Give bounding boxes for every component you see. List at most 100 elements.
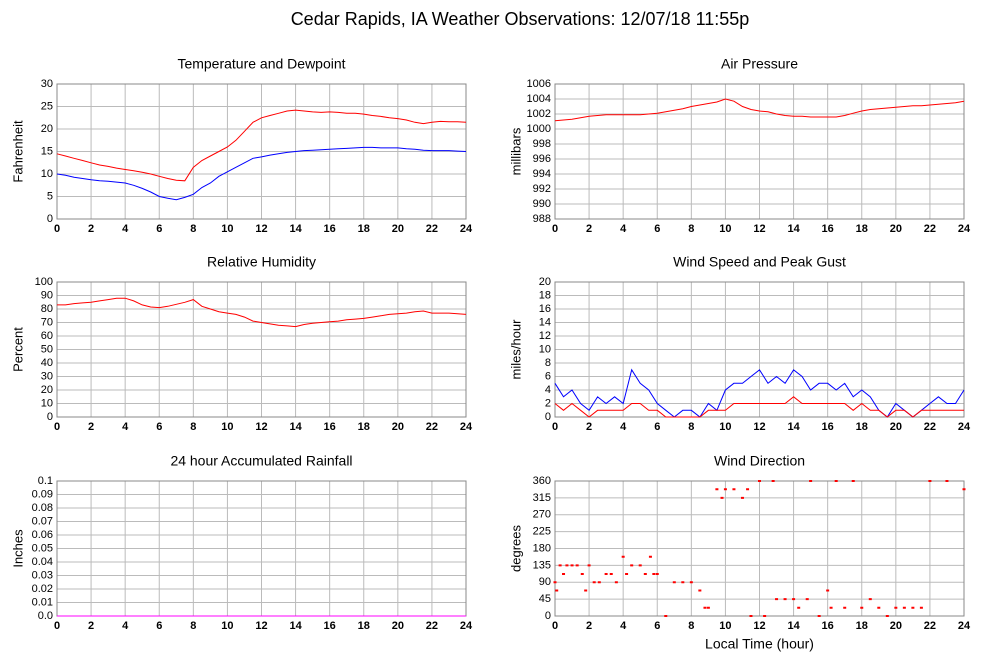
x-tick-label: 6: [156, 421, 162, 433]
point: [558, 564, 562, 567]
x-tick-label: 14: [289, 421, 302, 433]
y-tick-label: 20: [41, 384, 53, 396]
x-tick-label: 8: [190, 620, 196, 632]
series-line: [554, 98, 965, 122]
x-tick-label: 0: [552, 223, 558, 235]
point: [706, 606, 710, 609]
point: [817, 615, 821, 617]
point: [877, 606, 881, 609]
x-tick-label: 10: [719, 620, 731, 632]
point: [746, 488, 750, 491]
point: [868, 598, 872, 601]
point: [630, 564, 634, 567]
x-tick-label: 16: [822, 620, 834, 632]
panel-title: 24 hour Accumulated Rainfall: [170, 453, 352, 469]
x-tick-label: 12: [753, 620, 765, 632]
point: [911, 606, 915, 609]
x-tick-label: 2: [88, 421, 94, 433]
point: [580, 573, 584, 575]
point: [604, 573, 608, 575]
point: [723, 488, 727, 491]
x-tick-label: 6: [156, 223, 162, 235]
y-tick-label: 30: [41, 370, 53, 382]
y-tick-label: 14: [539, 316, 551, 328]
y-tick-label: 992: [533, 183, 551, 195]
y-tick-label: 225: [533, 526, 551, 538]
point: [655, 573, 659, 575]
y-tick-label: 0.0: [38, 610, 53, 622]
point: [638, 564, 642, 567]
point: [894, 606, 898, 609]
y-tick-label: 0.07: [32, 515, 53, 527]
y-tick-label: 50: [41, 343, 53, 355]
y-tick-label: 1006: [527, 78, 551, 90]
x-tick-label: 4: [620, 620, 627, 632]
point: [698, 589, 702, 592]
y-axis-label: millibars: [508, 127, 523, 175]
x-tick-label: 10: [719, 223, 731, 235]
x-tick-label: 22: [426, 223, 438, 235]
x-tick-label: 16: [324, 223, 336, 235]
point: [962, 488, 966, 491]
x-tick-label: 20: [890, 421, 902, 433]
x-tick-label: 4: [620, 421, 627, 433]
y-tick-label: 988: [533, 213, 551, 225]
panel-title: Relative Humidity: [207, 254, 316, 270]
x-tick-label: 18: [358, 421, 370, 433]
x-tick-label: 20: [392, 620, 404, 632]
y-tick-label: 0.1: [38, 475, 53, 487]
x-tick-label: 18: [856, 620, 868, 632]
x-tick-label: 14: [787, 620, 800, 632]
point: [621, 555, 625, 558]
y-tick-label: 0.06: [32, 529, 53, 541]
y-tick-label: 994: [533, 168, 551, 180]
x-tick-label: 12: [753, 223, 765, 235]
series-line: [554, 396, 964, 418]
point: [805, 598, 809, 601]
point: [902, 606, 906, 609]
series-line: [56, 146, 467, 201]
point: [703, 606, 707, 609]
y-tick-label: 18: [539, 289, 551, 301]
x-tick-label: 20: [392, 421, 404, 433]
x-tick-label: 16: [822, 223, 834, 235]
x-tick-label: 6: [156, 620, 162, 632]
point: [834, 480, 838, 482]
point: [614, 581, 618, 584]
series-line: [554, 368, 965, 418]
x-tick-label: 22: [924, 620, 936, 632]
point: [758, 480, 761, 482]
y-axis-label: Percent: [10, 327, 25, 372]
y-tick-label: 998: [533, 138, 551, 150]
x-tick-label: 8: [190, 223, 196, 235]
y-tick-label: 10: [539, 343, 551, 355]
y-tick-label: 0.04: [32, 556, 53, 568]
plot-frame: [56, 281, 467, 418]
point: [809, 480, 813, 482]
y-tick-label: 1004: [527, 93, 551, 105]
panel-title: Temperature and Dewpoint: [177, 56, 345, 72]
y-tick-label: 5: [47, 190, 53, 202]
x-tick-label: 12: [255, 620, 267, 632]
x-tick-label: 20: [890, 620, 902, 632]
point: [565, 564, 569, 567]
y-tick-label: 996: [533, 153, 551, 165]
point: [720, 496, 724, 499]
x-tick-label: 6: [654, 223, 660, 235]
x-tick-label: 4: [122, 421, 129, 433]
x-tick-label: 10: [221, 421, 233, 433]
y-tick-label: 20: [539, 276, 551, 288]
y-axis-label: miles/hour: [508, 319, 523, 380]
point: [587, 564, 591, 567]
y-tick-label: 135: [533, 559, 551, 571]
x-tick-label: 10: [221, 620, 233, 632]
x-tick-label: 12: [753, 421, 765, 433]
y-tick-label: 180: [533, 542, 551, 554]
x-tick-label: 2: [586, 421, 592, 433]
y-tick-label: 20: [41, 123, 53, 135]
x-tick-label: 4: [122, 223, 129, 235]
y-tick-label: 0: [47, 213, 53, 225]
y-tick-label: 10: [41, 397, 53, 409]
